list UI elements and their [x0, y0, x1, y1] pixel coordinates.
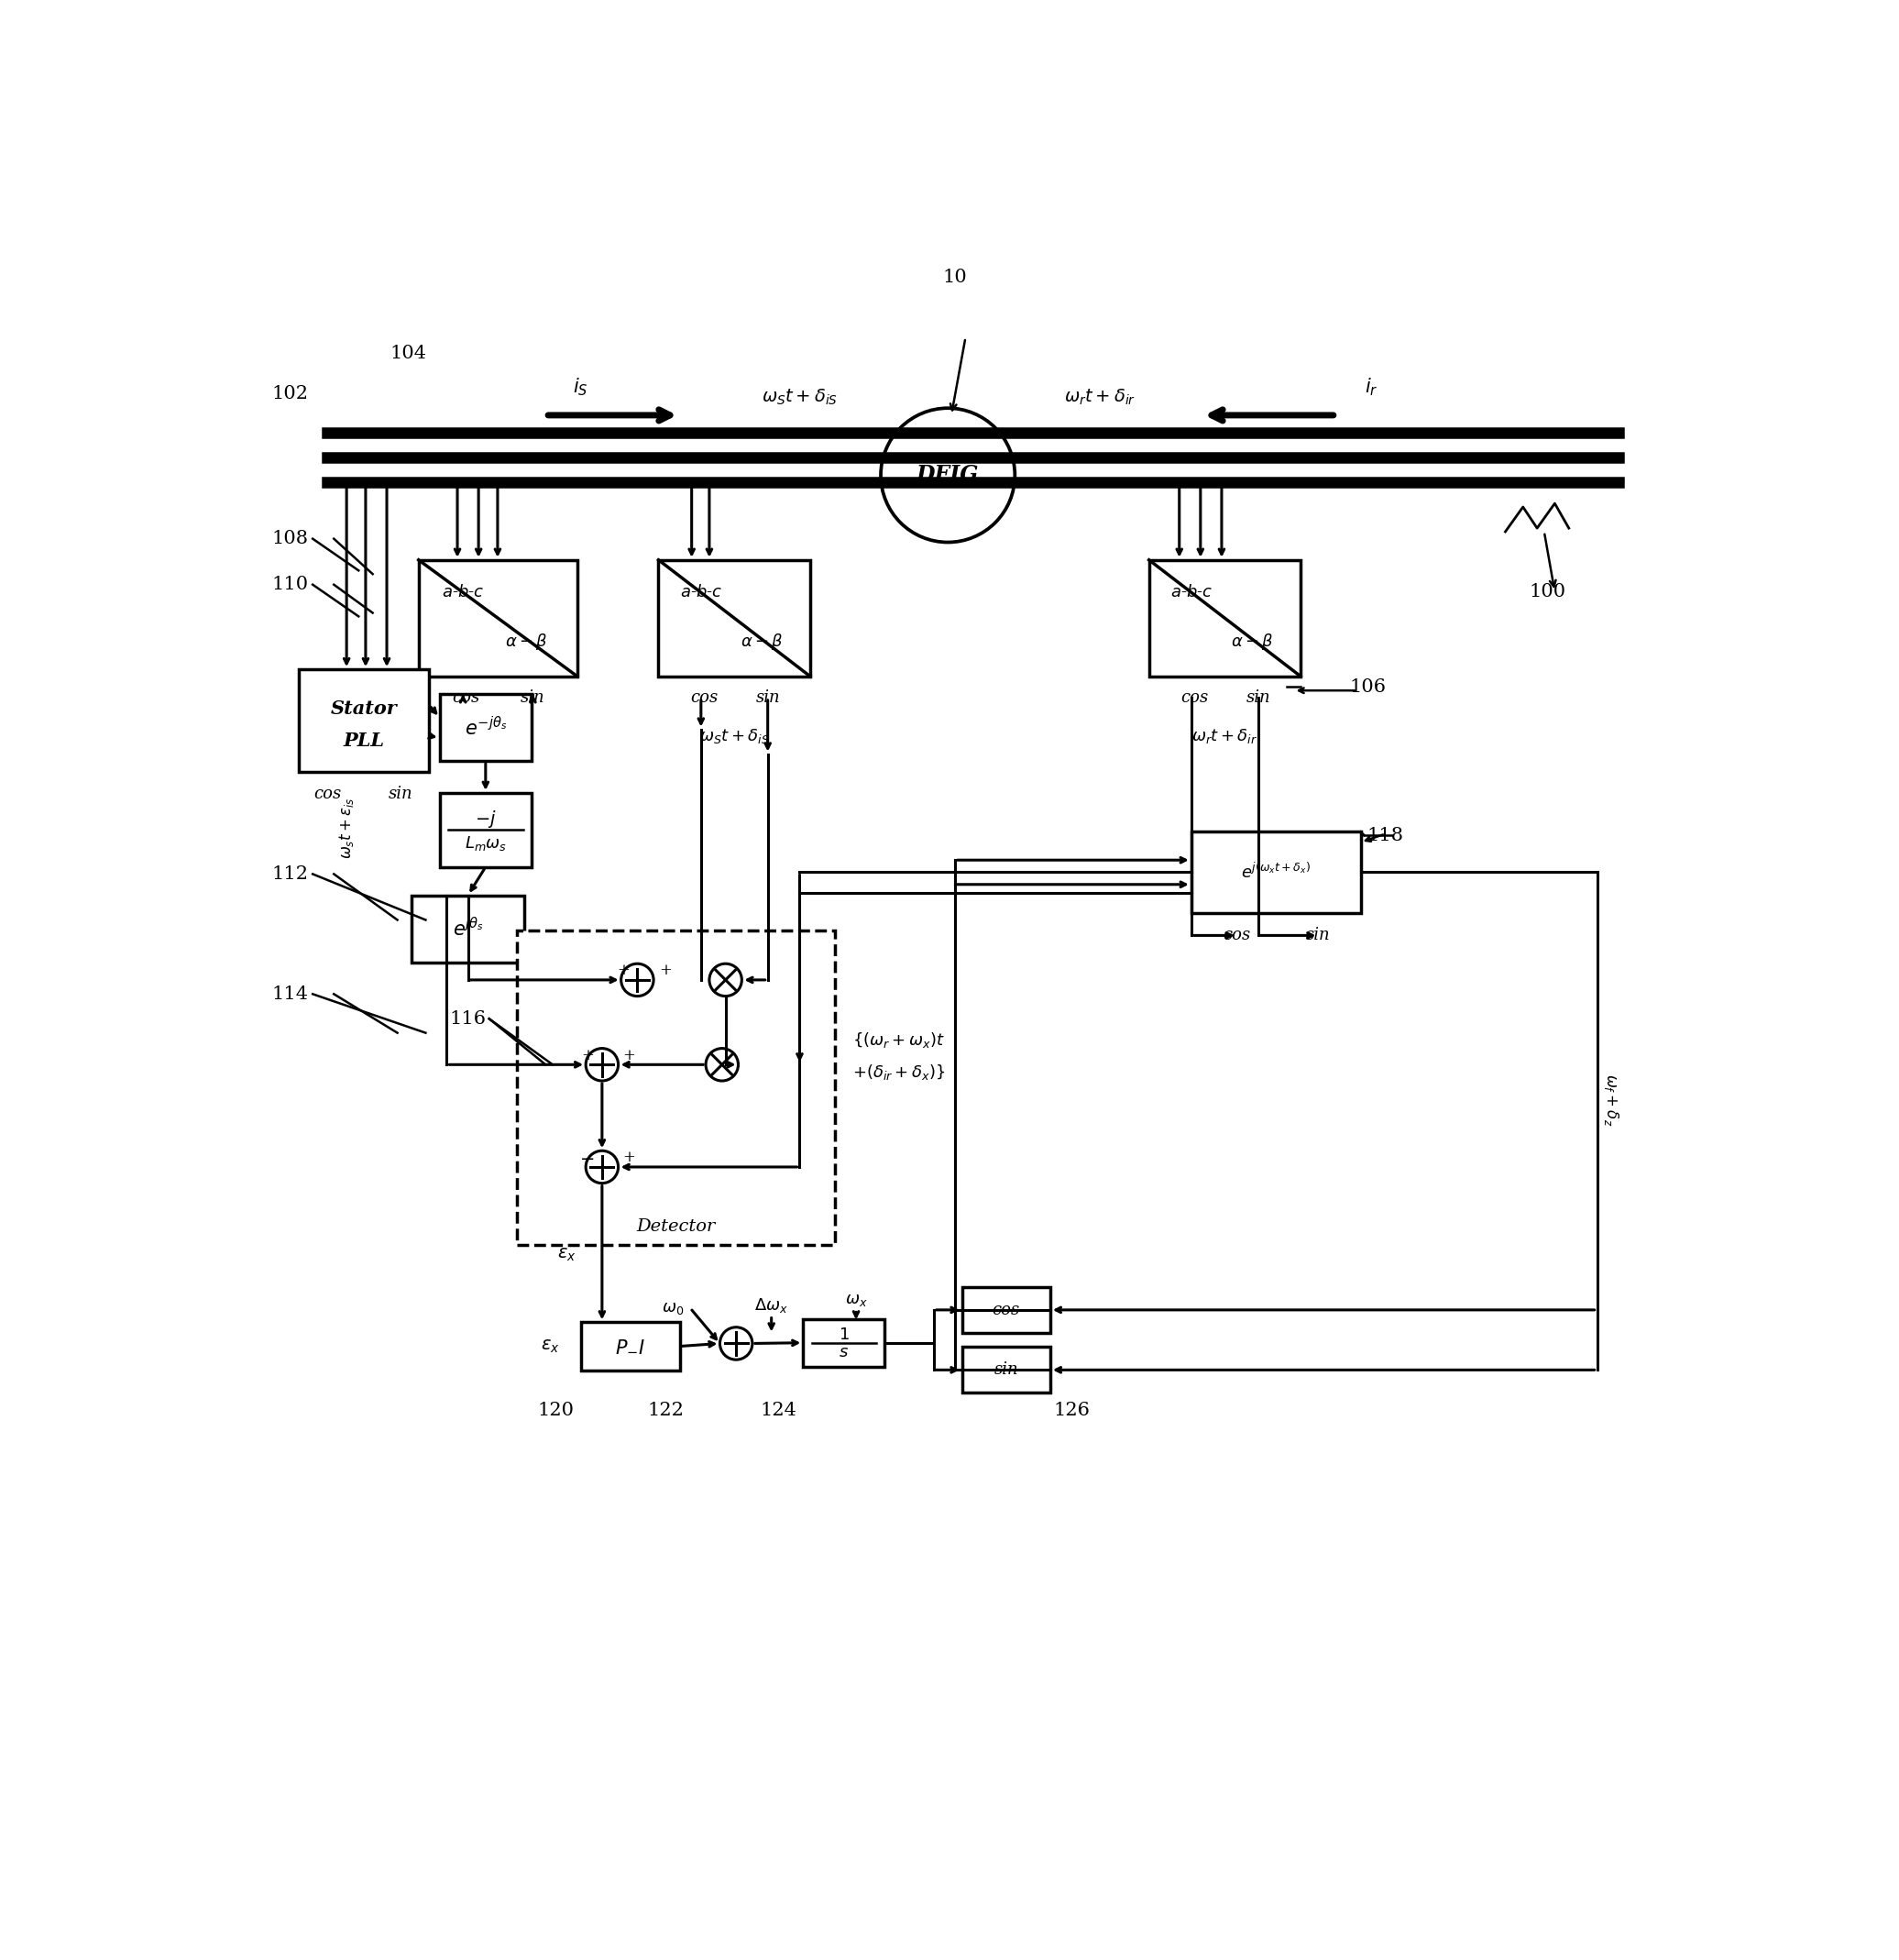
Text: 110: 110: [272, 576, 308, 594]
Text: 106: 106: [1350, 678, 1386, 696]
Text: Stator: Stator: [330, 700, 397, 717]
Bar: [659, 561, 811, 676]
Text: +: +: [659, 962, 672, 978]
Text: DFIG: DFIG: [917, 465, 980, 486]
Text: $\{(\omega_r + \omega_x)t$: $\{(\omega_r + \omega_x)t$: [853, 1031, 944, 1049]
Text: cos: cos: [991, 1301, 1020, 1319]
Text: $\alpha - \beta$: $\alpha - \beta$: [1231, 631, 1274, 651]
Text: $\omega_S t + \delta_{iS}$: $\omega_S t + \delta_{iS}$: [761, 388, 837, 408]
Bar: [418, 561, 577, 676]
Bar: [1191, 831, 1362, 913]
Text: PLL: PLL: [344, 731, 384, 751]
Bar: [298, 668, 429, 772]
Text: 126: 126: [1054, 1401, 1090, 1419]
Text: $1$: $1$: [837, 1327, 849, 1343]
Text: +: +: [623, 1151, 634, 1166]
Bar: [963, 1347, 1050, 1394]
Text: $a$-$b$-$c$: $a$-$b$-$c$: [1170, 584, 1213, 602]
Text: $\varepsilon_x$: $\varepsilon_x$: [541, 1339, 560, 1354]
Text: $a$-$b$-$c$: $a$-$b$-$c$: [680, 584, 722, 602]
Text: +: +: [581, 1049, 594, 1062]
Text: cos: cos: [689, 690, 718, 706]
Bar: [441, 794, 532, 866]
Text: 114: 114: [272, 986, 308, 1004]
Text: 100: 100: [1529, 582, 1567, 600]
Bar: [803, 1319, 885, 1366]
Text: $-$: $-$: [579, 1151, 594, 1166]
Text: $s$: $s$: [839, 1345, 849, 1360]
Text: cos: cos: [452, 690, 480, 706]
Bar: [963, 1288, 1050, 1333]
Bar: [517, 931, 836, 1245]
Text: 122: 122: [648, 1401, 684, 1419]
Text: 120: 120: [537, 1401, 575, 1419]
Text: $-j$: $-j$: [475, 808, 496, 829]
Text: $\alpha - \beta$: $\alpha - \beta$: [505, 631, 549, 651]
Text: +: +: [617, 962, 630, 978]
Text: sin: sin: [387, 786, 412, 802]
Text: $\Delta\omega_x$: $\Delta\omega_x$: [754, 1296, 788, 1315]
Text: sin: sin: [1246, 690, 1270, 706]
Text: cos: cos: [1181, 690, 1208, 706]
Text: 108: 108: [272, 529, 308, 547]
Text: Detector: Detector: [636, 1219, 716, 1235]
Text: $+(\delta_{ir} + \delta_x)\}$: $+(\delta_{ir} + \delta_x)\}$: [853, 1062, 946, 1082]
Bar: [1149, 561, 1301, 676]
Text: $\omega_r t + \delta_{ir}$: $\omega_r t + \delta_{ir}$: [1193, 727, 1257, 745]
Bar: [441, 694, 532, 760]
Text: $\omega_s t + \varepsilon_{is}$: $\omega_s t + \varepsilon_{is}$: [338, 798, 355, 858]
Text: $\omega_f + \delta_z$: $\omega_f + \delta_z$: [1603, 1074, 1620, 1127]
Bar: [412, 896, 524, 962]
Text: $e^{-j\theta_s}$: $e^{-j\theta_s}$: [465, 715, 507, 739]
Text: 102: 102: [272, 386, 308, 402]
Text: 10: 10: [942, 269, 967, 286]
Text: $P_{-}I$: $P_{-}I$: [615, 1337, 646, 1354]
Text: $\omega_r t + \delta_{ir}$: $\omega_r t + \delta_{ir}$: [1063, 388, 1136, 408]
Bar: [581, 1323, 680, 1370]
Text: sin: sin: [1307, 927, 1331, 943]
Text: $e^{j\theta_s}$: $e^{j\theta_s}$: [452, 917, 484, 941]
Text: $i_S$: $i_S$: [573, 376, 589, 398]
Text: 112: 112: [272, 864, 308, 882]
Text: cos: cos: [313, 786, 342, 802]
Text: 118: 118: [1367, 827, 1403, 845]
Text: $a$-$b$-$c$: $a$-$b$-$c$: [442, 584, 484, 602]
Text: sin: sin: [756, 690, 780, 706]
Text: cos: cos: [1223, 927, 1251, 943]
Text: 116: 116: [450, 1009, 486, 1027]
Text: $e^{j(\omega_x t+\delta_x)}$: $e^{j(\omega_x t+\delta_x)}$: [1242, 862, 1310, 882]
Text: sin: sin: [993, 1362, 1018, 1378]
Text: 124: 124: [760, 1401, 798, 1419]
Text: $\omega_0$: $\omega_0$: [661, 1299, 684, 1317]
Text: sin: sin: [520, 690, 545, 706]
Text: $\alpha - \beta$: $\alpha - \beta$: [741, 631, 782, 651]
Text: $\varepsilon_x$: $\varepsilon_x$: [556, 1247, 575, 1264]
Text: $\omega_S t + \delta_{iS}$: $\omega_S t + \delta_{iS}$: [699, 727, 769, 745]
Text: +: +: [623, 1049, 634, 1062]
Text: $i_r$: $i_r$: [1365, 376, 1379, 398]
Text: $L_m\omega_s$: $L_m\omega_s$: [465, 835, 507, 853]
Text: 104: 104: [389, 345, 425, 363]
Text: $\omega_x$: $\omega_x$: [845, 1292, 868, 1307]
